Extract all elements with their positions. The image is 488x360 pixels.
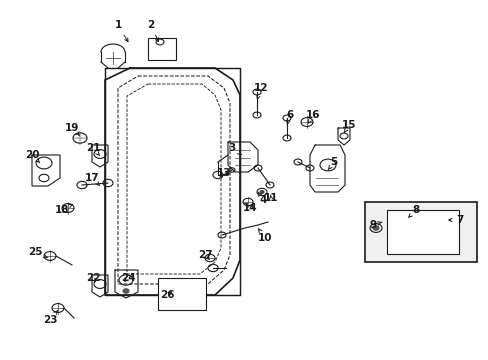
Circle shape [372, 226, 378, 230]
Text: 6: 6 [286, 110, 293, 124]
Text: 24: 24 [121, 273, 135, 283]
Text: 7: 7 [448, 215, 463, 225]
Text: 19: 19 [65, 123, 80, 136]
Text: 21: 21 [85, 143, 100, 156]
Circle shape [123, 289, 129, 293]
Text: 18: 18 [55, 204, 72, 215]
Text: 16: 16 [305, 110, 320, 123]
Text: 25: 25 [28, 247, 47, 258]
Text: 23: 23 [42, 310, 58, 325]
Bar [386, 210, 458, 254]
Bar [148, 38, 176, 60]
Bar [158, 278, 205, 310]
Text: 5: 5 [327, 157, 337, 170]
Text: 12: 12 [253, 83, 268, 99]
Text: 9: 9 [368, 220, 381, 230]
Text: 13: 13 [216, 168, 231, 178]
Text: 2: 2 [147, 20, 158, 41]
Text: 11: 11 [263, 193, 278, 203]
Text: 17: 17 [84, 173, 100, 186]
Text: 27: 27 [197, 250, 212, 260]
Bar [364, 202, 476, 262]
Text: 14: 14 [242, 203, 257, 213]
Circle shape [260, 190, 264, 193]
Text: 3: 3 [228, 143, 241, 154]
Text: 4: 4 [258, 192, 266, 205]
Text: 22: 22 [85, 273, 100, 283]
Text: 15: 15 [341, 120, 356, 133]
Text: 10: 10 [257, 229, 272, 243]
Text: 8: 8 [408, 205, 419, 217]
Text: 26: 26 [160, 290, 174, 300]
Text: 20: 20 [25, 150, 40, 163]
Text: 1: 1 [114, 20, 128, 42]
